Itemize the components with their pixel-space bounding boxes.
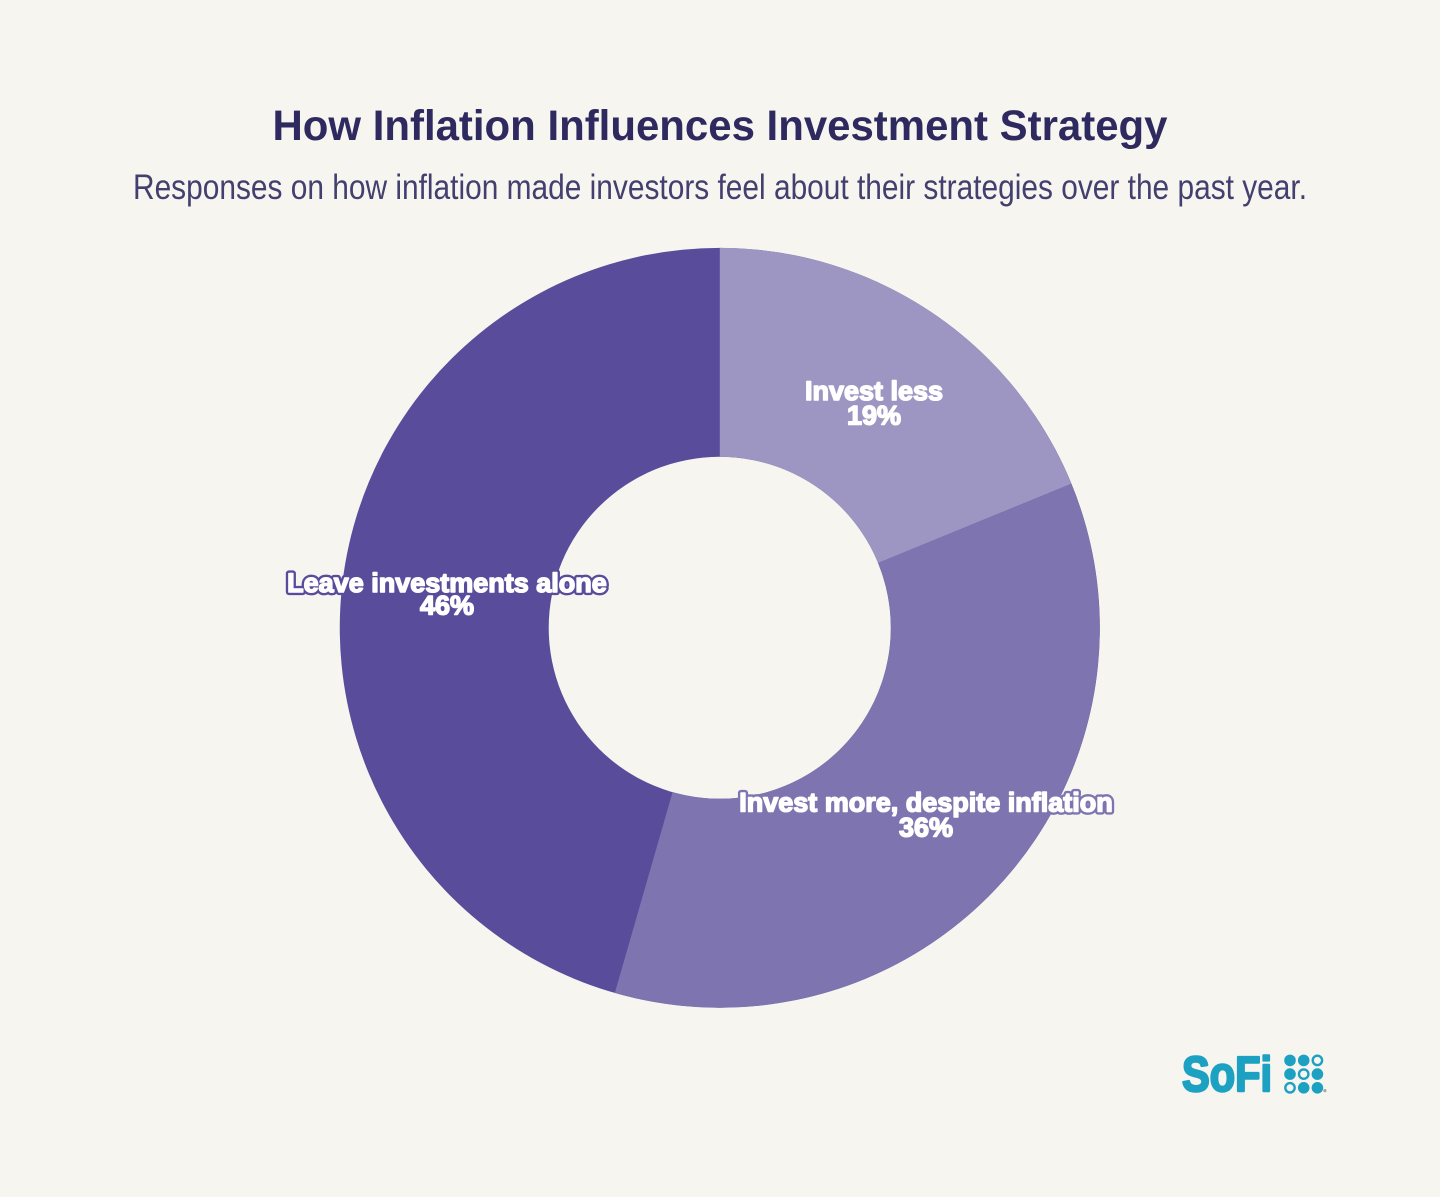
svg-text:Invest more, despite inflation: Invest more, despite inflation bbox=[739, 788, 1113, 818]
svg-text:How Inflation Influences Inves: How Inflation Influences Investment Stra… bbox=[273, 102, 1168, 150]
svg-text:Responses on how inflation mad: Responses on how inflation made investor… bbox=[133, 168, 1307, 207]
svg-text:19%: 19% bbox=[847, 401, 901, 431]
svg-text:36%: 36% bbox=[899, 813, 953, 843]
svg-text:Invest less: Invest less bbox=[805, 376, 943, 406]
svg-text:36%: 36% bbox=[899, 813, 953, 843]
svg-text:SoFi: SoFi bbox=[1182, 1048, 1272, 1102]
svg-text:19%: 19% bbox=[847, 401, 901, 431]
svg-text:46%: 46% bbox=[420, 591, 474, 621]
svg-text:Leave investments alone: Leave investments alone bbox=[287, 568, 607, 598]
svg-text:Invest more, despite inflation: Invest more, despite inflation bbox=[739, 788, 1113, 818]
svg-text:Invest less: Invest less bbox=[805, 376, 943, 406]
svg-text:Leave investments alone: Leave investments alone bbox=[287, 568, 607, 598]
svg-text:46%: 46% bbox=[420, 591, 474, 621]
